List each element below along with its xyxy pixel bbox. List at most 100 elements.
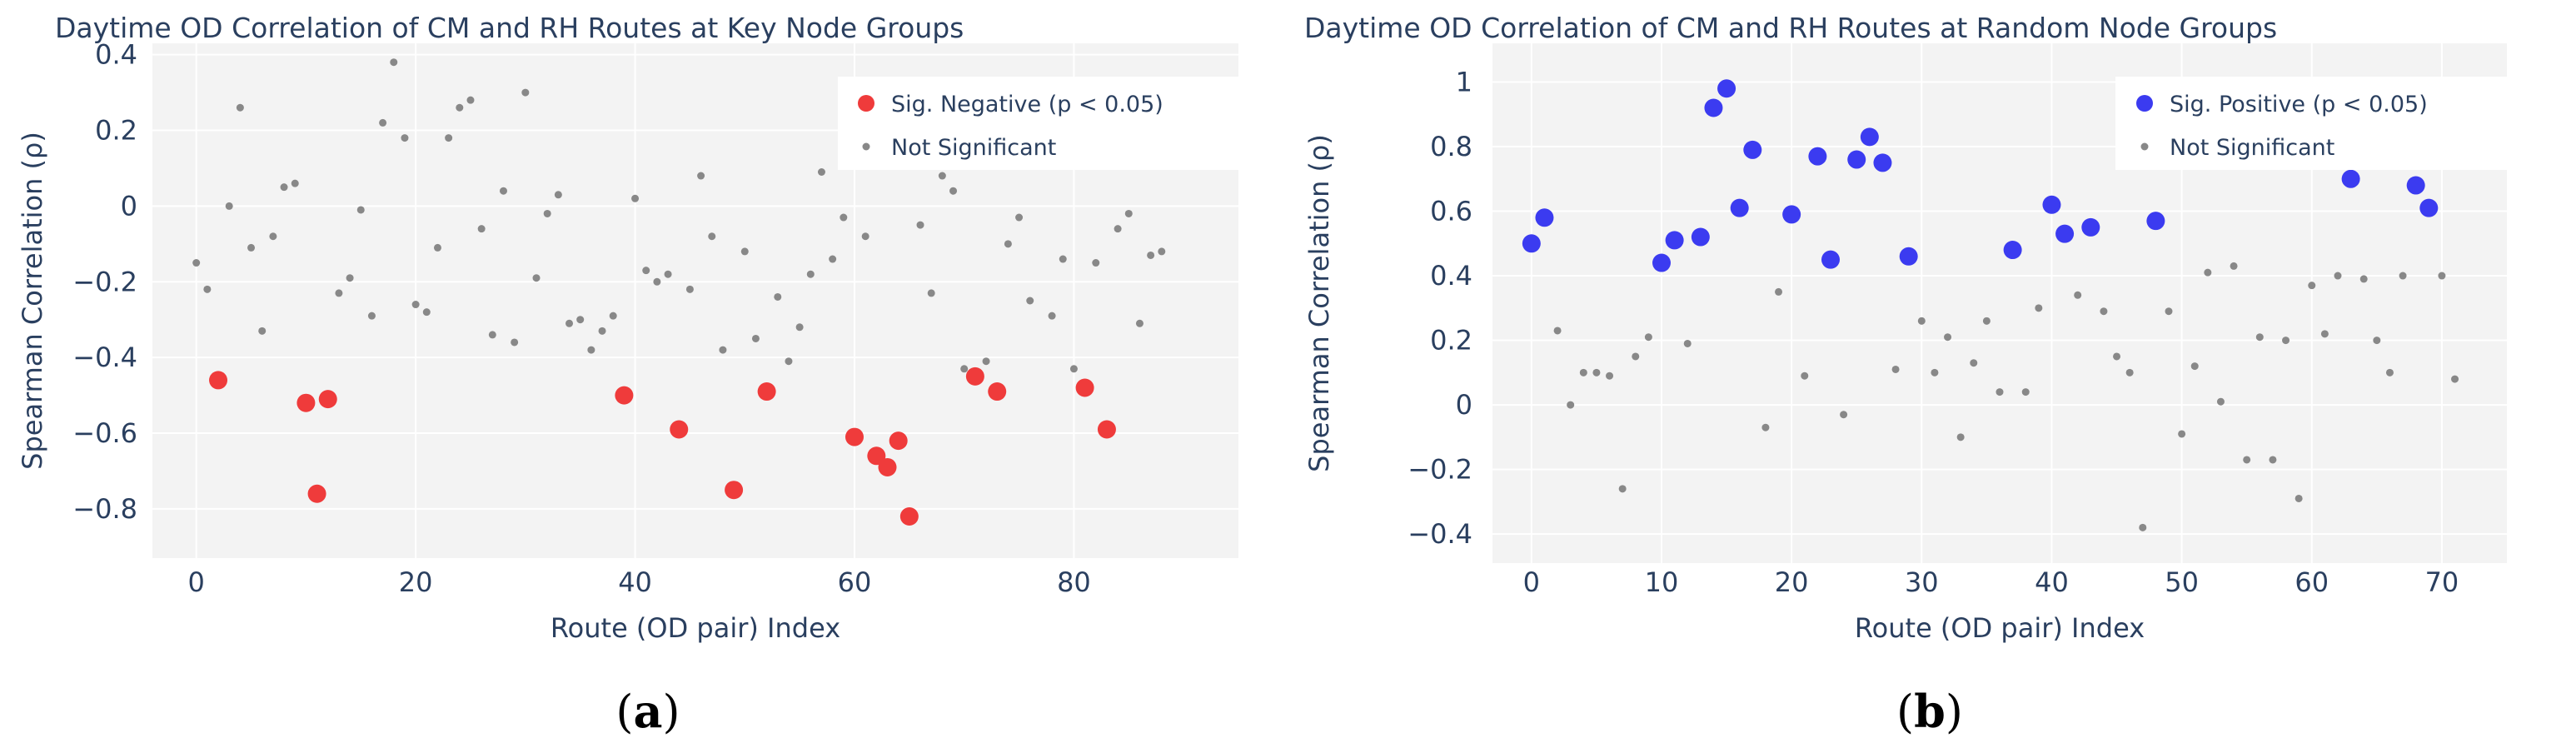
y-tick-label: 0.4: [1430, 260, 1472, 292]
sig-positive-point: [1535, 208, 1554, 227]
not-significant-point: [466, 96, 475, 104]
not-significant-point: [258, 327, 267, 335]
not-significant-point: [817, 168, 825, 176]
sig-negative-point: [965, 367, 984, 386]
not-significant-point: [2451, 375, 2459, 383]
x-tick-label: 80: [1057, 566, 1091, 598]
not-significant-point: [499, 187, 507, 195]
not-significant-point: [203, 285, 212, 293]
not-significant-point: [576, 316, 585, 324]
sig-positive-point: [1691, 227, 1710, 247]
not-significant-point: [949, 187, 958, 195]
not-significant-point: [2399, 272, 2407, 280]
not-significant-point: [2074, 291, 2082, 299]
panel-caption: (a): [615, 685, 680, 738]
not-significant-point: [433, 243, 441, 252]
x-tick-label: 20: [399, 566, 433, 598]
sig-negative-point: [889, 431, 908, 451]
not-significant-point: [532, 274, 541, 282]
not-significant-point: [1970, 359, 1978, 367]
not-significant-point: [642, 267, 650, 275]
caption-letter: a: [634, 685, 663, 738]
y-tick-label: −0.6: [72, 417, 137, 449]
panel-caption: (b): [1896, 685, 1963, 738]
not-significant-point: [2113, 352, 2121, 361]
not-significant-point: [356, 206, 365, 214]
not-significant-point: [1931, 368, 1939, 376]
not-significant-point: [2359, 275, 2368, 283]
legend-marker-not-significant: [2140, 142, 2149, 151]
not-significant-point: [1801, 372, 1809, 380]
sig-positive-point: [1704, 98, 1723, 117]
not-significant-point: [2243, 456, 2251, 464]
sig-positive-point: [1821, 250, 1840, 269]
y-tick-label: 0: [1456, 389, 1472, 421]
not-significant-point: [1891, 365, 1900, 373]
not-significant-point: [521, 88, 530, 97]
sig-positive-point: [2055, 224, 2075, 243]
y-tick-label: 0.2: [95, 115, 137, 147]
not-significant-point: [2255, 333, 2264, 342]
sig-positive-point: [1522, 234, 1541, 253]
not-significant-point: [982, 357, 990, 366]
x-tick-label: 40: [2035, 566, 2069, 598]
not-significant-point: [411, 301, 420, 309]
not-significant-point: [2438, 272, 2446, 280]
x-tick-label: 60: [2294, 566, 2329, 598]
y-tick-label: −0.2: [72, 266, 137, 297]
not-significant-point: [1632, 352, 1640, 361]
sig-negative-point: [757, 382, 776, 401]
not-significant-point: [2282, 337, 2290, 345]
not-significant-point: [708, 232, 716, 241]
sig-positive-point: [1743, 140, 1762, 159]
not-significant-point: [1996, 388, 2004, 396]
not-significant-point: [236, 103, 244, 112]
sig-negative-point: [1075, 378, 1094, 397]
y-tick-label: 0.2: [1430, 325, 1472, 357]
sig-negative-point: [878, 457, 897, 476]
x-tick-label: 70: [2425, 566, 2459, 598]
not-significant-point: [806, 270, 815, 278]
sig-positive-point: [1873, 153, 1892, 172]
caption-open-paren: (: [1896, 686, 1914, 738]
not-significant-point: [2035, 304, 2043, 312]
not-significant-point: [379, 118, 387, 127]
not-significant-point: [2216, 397, 2225, 406]
sig-positive-point: [2341, 169, 2360, 188]
not-significant-point: [609, 312, 617, 320]
not-significant-point: [785, 357, 793, 366]
not-significant-point: [367, 312, 376, 320]
legend-box: [838, 77, 1246, 170]
y-tick-label: 0.4: [95, 39, 137, 71]
not-significant-point: [2021, 388, 2030, 396]
not-significant-point: [1917, 317, 1926, 325]
not-significant-point: [247, 243, 256, 252]
not-significant-point: [269, 232, 277, 241]
y-tick-label: 0.8: [1430, 131, 1472, 162]
not-significant-point: [1004, 240, 1012, 248]
not-significant-point: [1158, 247, 1166, 256]
not-significant-point: [829, 255, 837, 263]
x-tick-label: 20: [1775, 566, 1809, 598]
chart-panel-b: 0 10 20 30 40 50 60 70 −0.4 −0.2 0 0.2 0.4 0.6 0.8 1 Day…: [1303, 12, 2507, 738]
not-significant-point: [291, 179, 299, 187]
legend-label: Sig. Positive (p < 0.05): [2170, 92, 2428, 117]
not-significant-point: [543, 209, 551, 217]
not-significant-point: [566, 319, 574, 327]
not-significant-point: [1644, 333, 1652, 342]
not-significant-point: [1683, 339, 1692, 347]
not-significant-point: [1015, 213, 1024, 222]
not-significant-point: [1059, 255, 1067, 263]
x-tick-label: 0: [188, 566, 205, 598]
legend-box: [2115, 77, 2507, 170]
not-significant-point: [1147, 251, 1155, 259]
sig-negative-point: [670, 420, 689, 439]
y-tick-label: 0: [121, 190, 137, 222]
sig-positive-point: [1860, 127, 1879, 147]
legend-label: Not Significant: [2170, 135, 2334, 161]
not-significant-point: [1775, 287, 1783, 296]
sig-positive-point: [1717, 79, 1736, 98]
not-significant-point: [1944, 333, 1952, 342]
not-significant-point: [631, 194, 640, 202]
